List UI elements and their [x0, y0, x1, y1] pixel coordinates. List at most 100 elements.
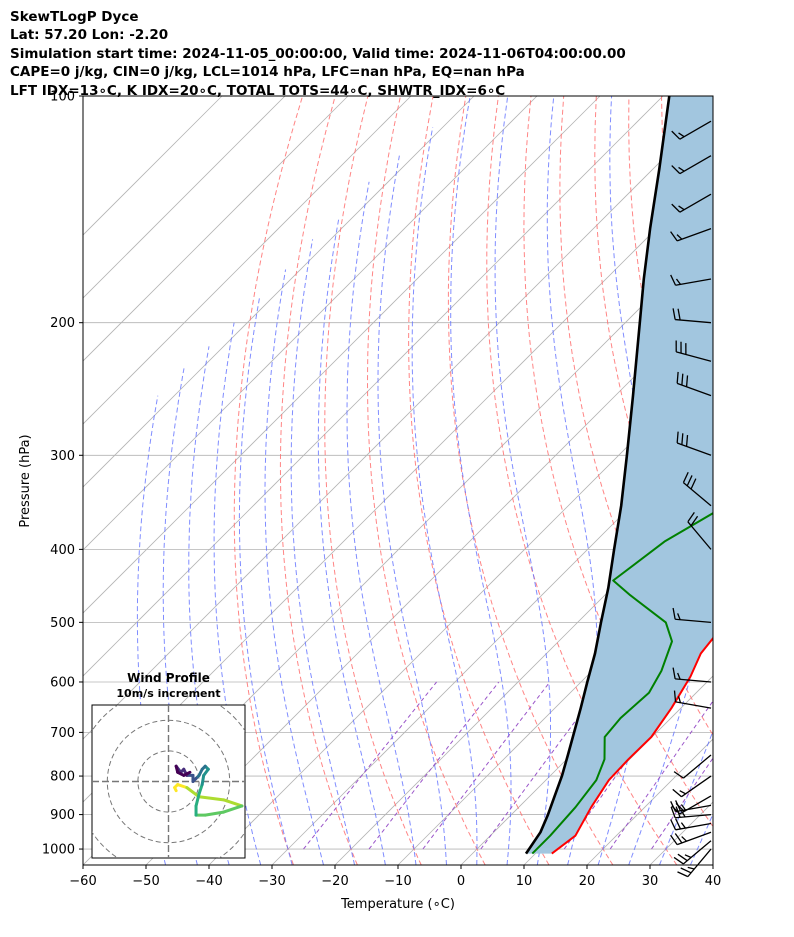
- cin-shading: [525, 96, 713, 854]
- x-tick-label: −60: [69, 874, 96, 889]
- mixing-ratio-line: [303, 681, 437, 850]
- dry-adiabat: [594, 96, 713, 640]
- hodograph-segment: [182, 770, 192, 777]
- moist-adiabat: [450, 96, 512, 865]
- x-tick-label: −10: [384, 874, 411, 889]
- title-times: Simulation start time: 2024-11-05_00:00:…: [10, 45, 626, 62]
- isotherm: [83, 108, 713, 740]
- wind-barb: [672, 775, 712, 798]
- wind-barb: [671, 155, 712, 175]
- x-tick-label: 20: [579, 874, 596, 889]
- dry-adiabat: [324, 96, 422, 865]
- wind-barb: [676, 371, 712, 397]
- moist-adiabat: [494, 96, 551, 865]
- y-tick-label: 300: [50, 449, 75, 464]
- wind-barb: [670, 274, 712, 286]
- hodograph-segment: [203, 810, 226, 817]
- moist-adiabat: [188, 346, 230, 865]
- x-tick-label: −40: [195, 874, 222, 889]
- moist-adiabat: [264, 269, 324, 865]
- hodograph-segment: [197, 795, 226, 802]
- wind-barb: [672, 667, 712, 683]
- y-tick-label: 200: [50, 316, 75, 331]
- y-tick-label: 500: [50, 616, 75, 631]
- y-tick-label: 700: [50, 726, 75, 741]
- isotherm: [83, 96, 664, 677]
- x-tick-label: −30: [258, 874, 285, 889]
- dry-adiabat: [279, 96, 358, 865]
- wind-barb: [687, 512, 712, 550]
- wind-barb: [672, 607, 712, 624]
- title-location: Lat: 57.20 Lon: -2.20: [10, 27, 169, 44]
- hodograph-ring: [106, 719, 231, 844]
- x-tick-label: 0: [457, 874, 465, 889]
- hodograph-segment: [176, 783, 189, 790]
- y-tick-label: 600: [50, 675, 75, 690]
- moist-adiabat: [136, 395, 166, 865]
- x-tick-label: 10: [516, 874, 533, 889]
- hodograph-segment: [197, 783, 204, 796]
- dry-adiabat: [233, 96, 304, 865]
- hodograph-ring: [137, 750, 200, 813]
- moist-adiabat: [546, 96, 598, 865]
- wind-barb: [673, 754, 712, 779]
- wind-barb: [677, 848, 712, 878]
- moist-adiabat: [377, 155, 447, 865]
- hodograph-segment: [200, 773, 206, 787]
- wind-barb: [671, 120, 712, 140]
- y-axis-label: Pressure (hPa): [18, 434, 33, 527]
- mixing-ratio-line: [651, 757, 713, 850]
- wind-barb: [676, 431, 712, 456]
- dry-adiabat: [486, 96, 678, 865]
- dry-adiabat: [366, 96, 486, 865]
- mixing-ratio-line: [609, 700, 713, 850]
- x-tick-label: 40: [705, 874, 722, 889]
- y-tick-label: 400: [50, 543, 75, 558]
- y-tick-label: 900: [50, 808, 75, 823]
- isotherm: [334, 486, 713, 865]
- hodograph-segment: [222, 804, 244, 814]
- moist-adiabat: [721, 96, 794, 865]
- x-axis-label: Temperature (∘C): [340, 897, 455, 912]
- dry-adiabat: [523, 96, 713, 828]
- moist-adiabat: [346, 181, 417, 865]
- isotherm: [145, 297, 713, 865]
- moist-adiabat: [753, 96, 794, 865]
- moist-adiabat: [290, 239, 355, 865]
- isotherm: [271, 423, 713, 865]
- hodograph-segment: [194, 792, 201, 808]
- moist-adiabat: [162, 368, 198, 865]
- hodograph-subtitle: 10m/s increment: [116, 687, 220, 700]
- isotherm: [712, 864, 713, 865]
- isotherm: [83, 96, 412, 425]
- wind-barb: [675, 340, 712, 362]
- isotherm: [83, 96, 286, 299]
- isotherm: [83, 96, 475, 488]
- wind-barb: [670, 227, 712, 242]
- title-indices-1: CAPE=0 j/kg, CIN=0 j/kg, LCL=1014 hPa, L…: [10, 64, 525, 81]
- wind-barb: [673, 840, 712, 865]
- temperature-line: [551, 636, 713, 855]
- isotherm: [208, 360, 713, 865]
- moist-adiabat: [238, 297, 293, 865]
- moist-adiabat: [628, 96, 713, 865]
- y-tick-label: 800: [50, 770, 75, 785]
- title-station: SkewTLogP Dyce: [10, 9, 139, 25]
- x-tick-label: −50: [132, 874, 159, 889]
- wind-barb: [670, 831, 712, 846]
- dewpoint-line: [531, 512, 713, 855]
- x-tick-label: 30: [642, 874, 659, 889]
- chart-header: SkewTLogP Dyce Lat: 57.20 Lon: -2.20 Sim…: [10, 8, 626, 100]
- wind-barb: [673, 690, 712, 709]
- moist-adiabat: [213, 322, 262, 865]
- y-tick-label: 100: [50, 90, 75, 105]
- isotherm: [83, 96, 349, 362]
- mixing-ratio-line: [368, 681, 500, 850]
- dry-adiabat: [759, 96, 794, 865]
- wind-barb: [670, 818, 712, 831]
- dry-adiabat: [447, 96, 614, 865]
- isotherm: [83, 96, 223, 236]
- dry-adiabat: [408, 96, 550, 865]
- y-tick-label: 1000: [42, 843, 75, 858]
